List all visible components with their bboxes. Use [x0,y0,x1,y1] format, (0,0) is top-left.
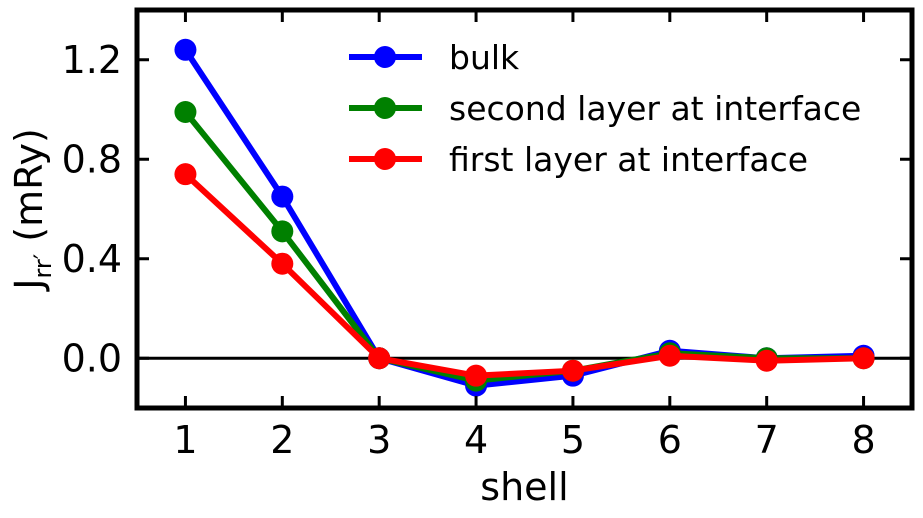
y-axis-label: Jrr′ (mRy) [7,128,57,292]
data-point [271,220,294,243]
series-2 [174,163,875,387]
y-tick-label: 0.0 [62,336,122,380]
data-point [174,38,197,61]
data-point [271,252,294,275]
y-axis-label-main: J [7,279,51,292]
data-point [174,163,197,186]
y-tick-label: 1.2 [62,38,122,82]
legend-marker [374,97,396,119]
y-tick-label: 0.8 [62,137,122,181]
data-point [561,359,584,382]
x-tick-label: 2 [270,418,294,462]
data-point [658,344,681,367]
data-point [755,349,778,372]
legend-marker [374,148,396,170]
legend-item: bulk [349,38,520,77]
data-point [174,100,197,123]
legend-label: first layer at interface [449,140,808,179]
data-point [368,347,391,370]
x-tick-label: 6 [658,418,682,462]
plot-frame [134,7,915,411]
x-tick-label: 5 [561,418,585,462]
x-axis-label: shell [480,465,568,509]
x-tick-label: 4 [464,418,488,462]
x-tick-label: 1 [173,418,197,462]
data-point [852,347,875,370]
legend-item: second layer at interface [349,89,861,128]
legend-label: bulk [449,38,520,77]
legend-marker [374,46,396,68]
series-line-2 [183,171,864,379]
y-tick-label: 0.4 [62,237,122,281]
legend-item: first layer at interface [349,140,808,179]
legend: bulk second layer at interface first layer… [349,38,861,179]
x-tick-label: 7 [755,418,779,462]
x-tick-label: 3 [367,418,391,462]
y-axis-label-subscript: rr′ [29,254,57,279]
y-axis-label-unit: (mRy) [7,128,51,254]
x-tick-label: 8 [851,418,875,462]
data-point [465,364,488,387]
data-point [271,185,294,208]
legend-label: second layer at interface [449,89,861,128]
